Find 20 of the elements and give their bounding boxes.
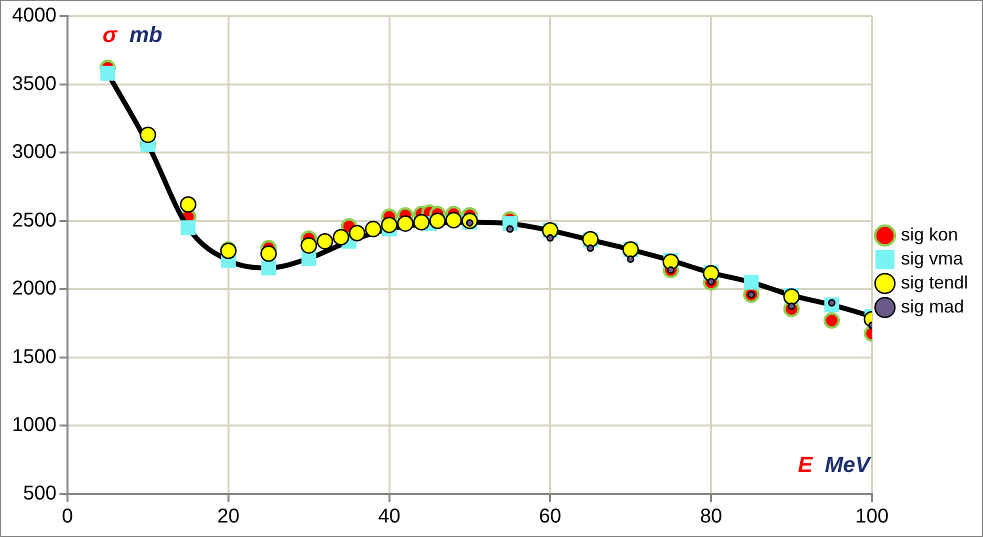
x-axis-title: E MeV: [798, 452, 872, 478]
x-tick-label: 80: [700, 506, 722, 528]
y-tick-label: 1500: [12, 346, 56, 368]
legend-label: sig kon: [900, 224, 958, 244]
y-tick-label: 1000: [12, 414, 56, 436]
legend-label: sig mad: [900, 296, 964, 316]
x-tick-label: 100: [855, 506, 889, 528]
legend-label: sig vma: [900, 248, 964, 268]
x-tick-label: 0: [62, 506, 74, 528]
x-tick-label: 20: [217, 506, 240, 528]
y-tick-label: 500: [23, 482, 56, 505]
y-tick-label: 2000: [12, 278, 56, 300]
y-tick-label: 3000: [12, 141, 56, 164]
y-axis-title: σ mb: [102, 22, 162, 48]
y-tick-label: 3500: [12, 72, 56, 95]
x-tick-label: 60: [539, 506, 562, 528]
y-tick-label: 2500: [12, 209, 56, 232]
legend-label: sig tendl: [900, 272, 968, 292]
x-tick-label: 40: [378, 506, 400, 528]
y-tick-label: 4000: [12, 4, 56, 27]
